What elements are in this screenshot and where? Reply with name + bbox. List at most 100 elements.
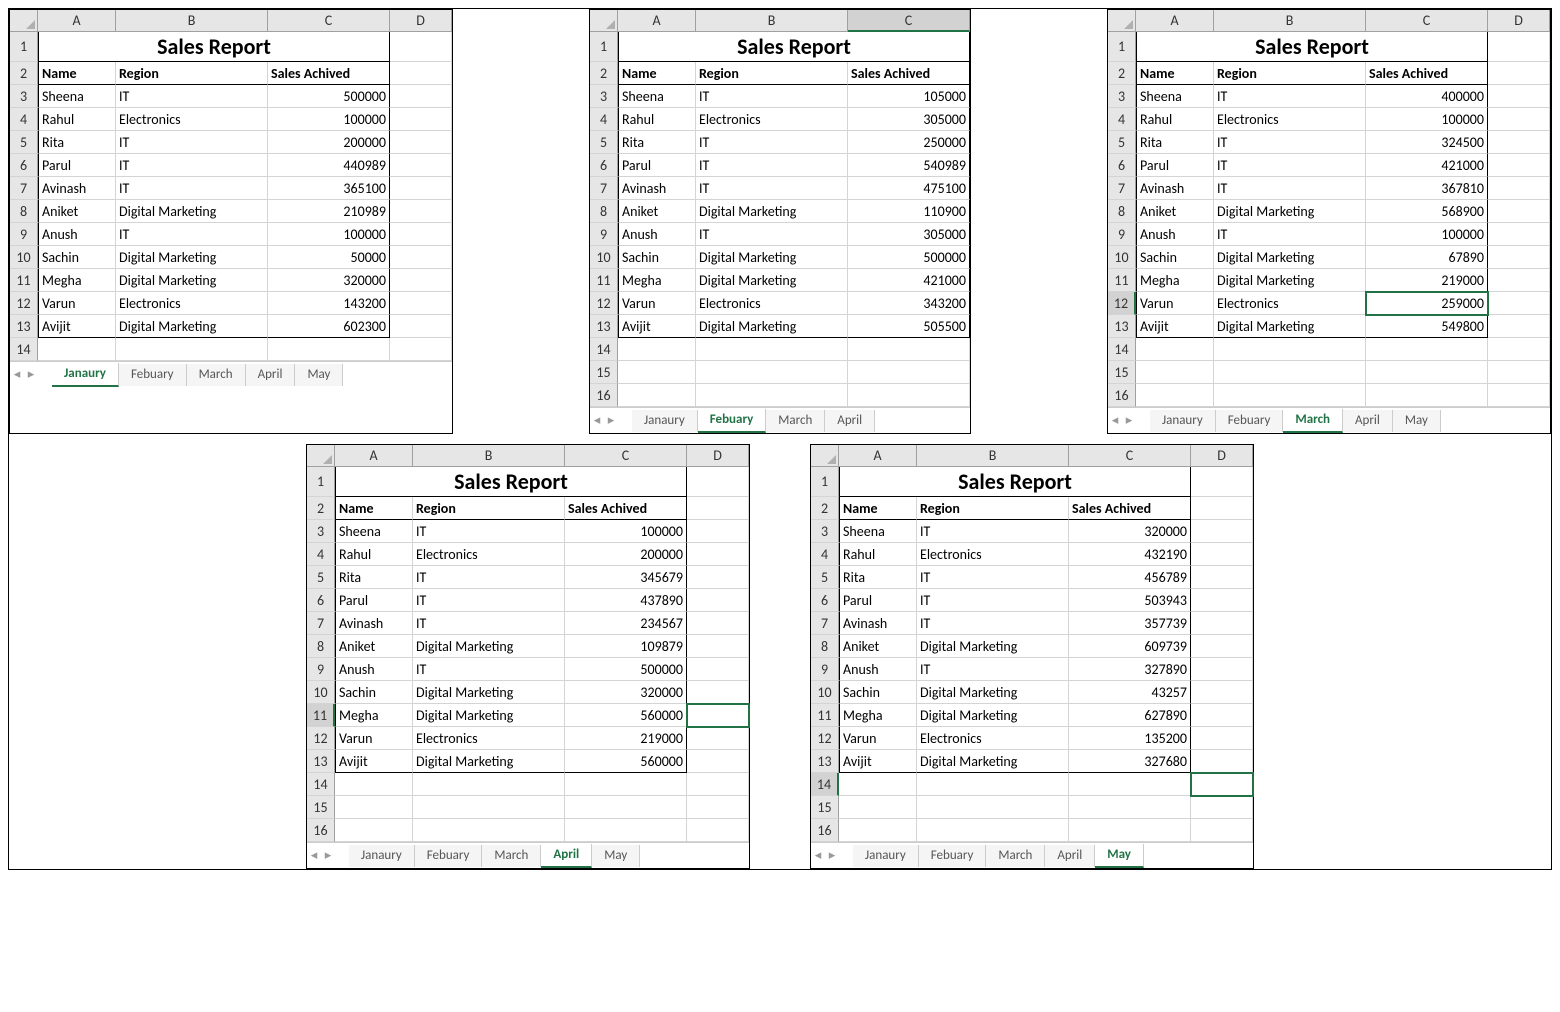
cell-C6[interactable]: 437890: [565, 589, 687, 612]
cell-B6[interactable]: IT: [116, 154, 268, 177]
row-header-8[interactable]: 8: [811, 635, 839, 658]
row-header-8[interactable]: 8: [1108, 200, 1136, 223]
column-header-D[interactable]: D: [1191, 445, 1253, 467]
cell-B14[interactable]: [1214, 338, 1366, 361]
cell-D11[interactable]: [687, 704, 749, 727]
cell-A9[interactable]: Anush: [618, 223, 696, 246]
column-header-B[interactable]: B: [696, 10, 848, 32]
row-header-9[interactable]: 9: [307, 658, 335, 681]
cell-D13[interactable]: [1488, 315, 1550, 338]
cell-D8[interactable]: [390, 200, 452, 223]
select-all-corner[interactable]: [10, 10, 38, 32]
row-header-9[interactable]: 9: [10, 223, 38, 246]
cell-B7[interactable]: IT: [696, 177, 848, 200]
cell-B16[interactable]: [696, 384, 848, 407]
cell-B13[interactable]: Digital Marketing: [116, 315, 268, 338]
sheet-tab-april[interactable]: April: [825, 410, 875, 432]
cell-C4[interactable]: 100000: [268, 108, 390, 131]
row-header-15[interactable]: 15: [1108, 361, 1136, 384]
cell-D7[interactable]: [1488, 177, 1550, 200]
column-header-C[interactable]: C: [1069, 445, 1191, 467]
column-title-region[interactable]: Region: [1214, 62, 1366, 85]
row-header-14[interactable]: 14: [10, 338, 38, 361]
cell-B10[interactable]: Digital Marketing: [413, 681, 565, 704]
cell-B6[interactable]: IT: [1214, 154, 1366, 177]
cell-C15[interactable]: [848, 361, 970, 384]
cell-A15[interactable]: [335, 796, 413, 819]
column-header-C[interactable]: C: [848, 10, 970, 32]
cell-C3[interactable]: 400000: [1366, 85, 1488, 108]
cell-C14[interactable]: [268, 338, 390, 361]
cell-D8[interactable]: [1191, 635, 1253, 658]
cell-C13[interactable]: 560000: [565, 750, 687, 773]
row-header-15[interactable]: 15: [590, 361, 618, 384]
cell-C12[interactable]: 143200: [268, 292, 390, 315]
column-title-name[interactable]: Name: [839, 497, 917, 520]
sheet-tab-janaury[interactable]: Janaury: [52, 363, 119, 387]
cell-D13[interactable]: [390, 315, 452, 338]
cell-B3[interactable]: IT: [116, 85, 268, 108]
cell-B11[interactable]: Digital Marketing: [116, 269, 268, 292]
cell-A4[interactable]: Rahul: [1136, 108, 1214, 131]
cell-A15[interactable]: [618, 361, 696, 384]
sheet-tab-janaury[interactable]: Janaury: [1150, 410, 1216, 432]
row-header-5[interactable]: 5: [10, 131, 38, 154]
cell-B5[interactable]: IT: [917, 566, 1069, 589]
row-header-1[interactable]: 1: [1108, 32, 1136, 62]
cell-A4[interactable]: Rahul: [38, 108, 116, 131]
cell-A16[interactable]: [839, 819, 917, 842]
row-header-15[interactable]: 15: [811, 796, 839, 819]
cell-A9[interactable]: Anush: [335, 658, 413, 681]
cell-C16[interactable]: [848, 384, 970, 407]
cell-A5[interactable]: Rita: [335, 566, 413, 589]
cell-B8[interactable]: Digital Marketing: [696, 200, 848, 223]
cell-A8[interactable]: Aniket: [839, 635, 917, 658]
cell-A8[interactable]: Aniket: [335, 635, 413, 658]
row-header-14[interactable]: 14: [307, 773, 335, 796]
cell-A12[interactable]: Varun: [38, 292, 116, 315]
cell-A13[interactable]: Avijit: [839, 750, 917, 773]
cell-C6[interactable]: 440989: [268, 154, 390, 177]
row-header-8[interactable]: 8: [10, 200, 38, 223]
cell-C11[interactable]: 627890: [1069, 704, 1191, 727]
cell-D4[interactable]: [1191, 543, 1253, 566]
cell-C10[interactable]: 50000: [268, 246, 390, 269]
cell-A4[interactable]: Rahul: [335, 543, 413, 566]
cell-B4[interactable]: Electronics: [1214, 108, 1366, 131]
cell-A6[interactable]: Parul: [1136, 154, 1214, 177]
column-title-name[interactable]: Name: [1136, 62, 1214, 85]
cell-D6[interactable]: [1191, 589, 1253, 612]
cell-C10[interactable]: 320000: [565, 681, 687, 704]
row-header-13[interactable]: 13: [10, 315, 38, 338]
cell-C7[interactable]: 357739: [1069, 612, 1191, 635]
column-title-sales[interactable]: Sales Achived: [565, 497, 687, 520]
column-header-C[interactable]: C: [268, 10, 390, 32]
worksheet-grid[interactable]: ABC1Sales Report2NameRegionSales Achived…: [590, 10, 970, 407]
cell-C9[interactable]: 305000: [848, 223, 970, 246]
cell-B3[interactable]: IT: [1214, 85, 1366, 108]
sheet-tab-april[interactable]: April: [246, 364, 296, 386]
cell-D16[interactable]: [687, 819, 749, 842]
row-header-1[interactable]: 1: [10, 32, 38, 62]
cell-C5[interactable]: 456789: [1069, 566, 1191, 589]
select-all-corner[interactable]: [811, 445, 839, 467]
cell-B12[interactable]: Electronics: [917, 727, 1069, 750]
column-title-name[interactable]: Name: [618, 62, 696, 85]
row-header-3[interactable]: 3: [811, 520, 839, 543]
sheet-tab-janaury[interactable]: Janaury: [853, 845, 919, 867]
cell-A9[interactable]: Anush: [1136, 223, 1214, 246]
row-header-12[interactable]: 12: [590, 292, 618, 315]
cell-C15[interactable]: [1069, 796, 1191, 819]
cell-C13[interactable]: 327680: [1069, 750, 1191, 773]
cell-D7[interactable]: [390, 177, 452, 200]
row-header-6[interactable]: 6: [590, 154, 618, 177]
cell-C6[interactable]: 540989: [848, 154, 970, 177]
cell-A11[interactable]: Megha: [38, 269, 116, 292]
row-header-14[interactable]: 14: [1108, 338, 1136, 361]
cell-D14[interactable]: [1191, 773, 1253, 796]
cell-D13[interactable]: [1191, 750, 1253, 773]
cell-B10[interactable]: Digital Marketing: [116, 246, 268, 269]
cell-A7[interactable]: Avinash: [335, 612, 413, 635]
cell-A8[interactable]: Aniket: [618, 200, 696, 223]
row-header-11[interactable]: 11: [590, 269, 618, 292]
